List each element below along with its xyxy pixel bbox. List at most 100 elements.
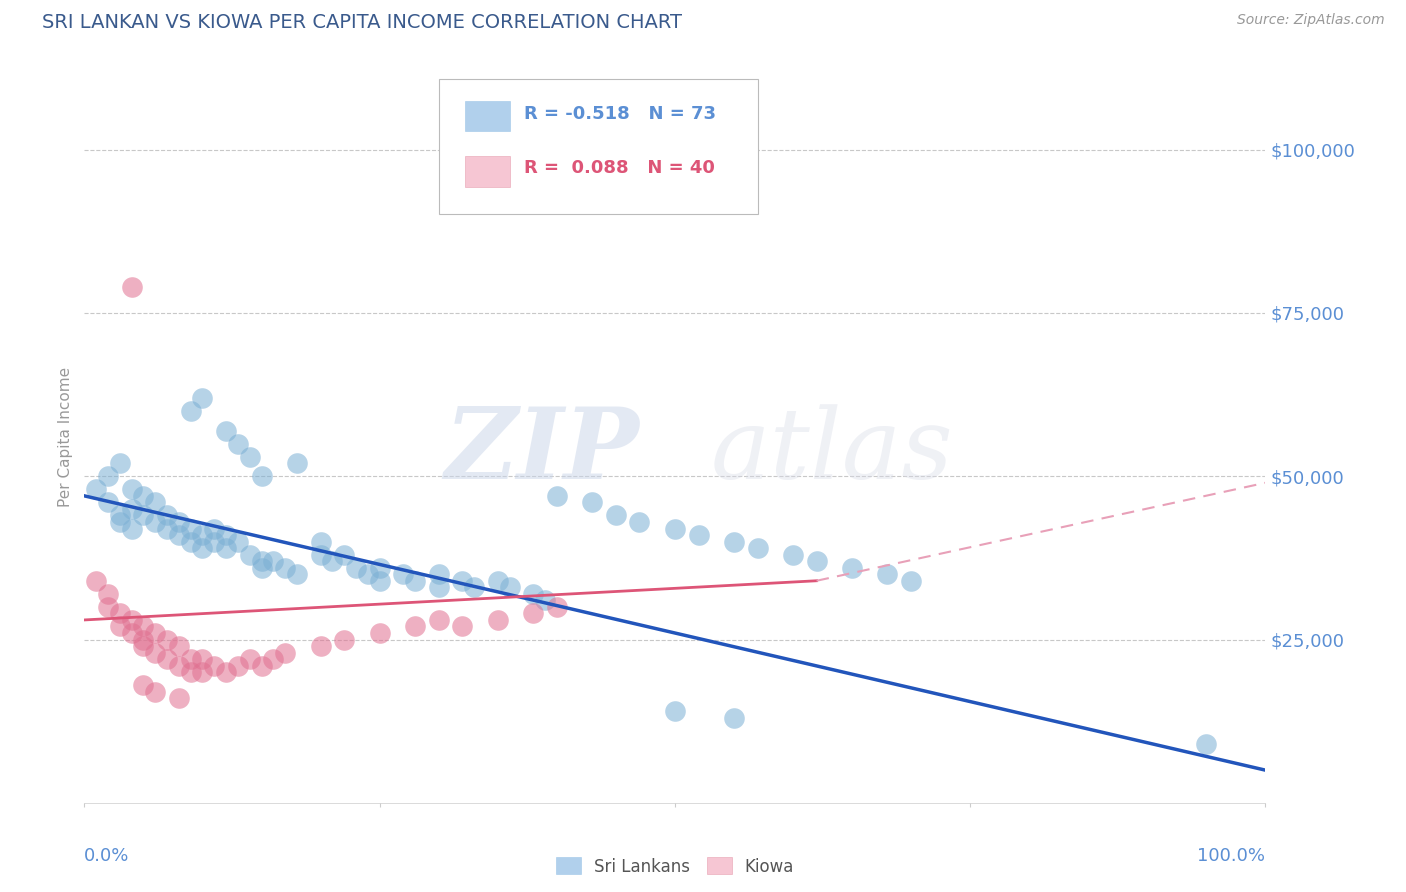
Point [143, 646, 166, 660]
Point [250, 658, 273, 673]
Point [180, 534, 202, 549]
Point [250, 560, 273, 574]
Text: 100.0%: 100.0% [1198, 847, 1265, 864]
Point [628, 515, 651, 529]
Point [108, 607, 131, 621]
Point [132, 639, 155, 653]
Point [180, 404, 202, 418]
FancyBboxPatch shape [439, 78, 758, 214]
Point [581, 495, 603, 509]
Point [546, 599, 568, 614]
Text: SRI LANKAN VS KIOWA PER CAPITA INCOME CORRELATION CHART: SRI LANKAN VS KIOWA PER CAPITA INCOME CO… [42, 13, 682, 32]
Point [262, 554, 284, 568]
Point [121, 502, 143, 516]
Point [723, 534, 745, 549]
Point [132, 632, 155, 647]
Point [498, 580, 520, 594]
Point [546, 489, 568, 503]
Point [132, 619, 155, 633]
Point [97, 587, 120, 601]
Point [226, 658, 249, 673]
Point [250, 469, 273, 483]
Point [191, 652, 214, 666]
Point [285, 456, 308, 470]
Point [121, 626, 143, 640]
Point [180, 521, 202, 535]
Point [167, 639, 190, 653]
Point [333, 548, 356, 562]
Text: R =  0.088   N = 40: R = 0.088 N = 40 [523, 159, 714, 177]
Point [427, 613, 450, 627]
Point [427, 567, 450, 582]
Point [132, 678, 155, 692]
Point [84, 483, 107, 497]
Point [156, 632, 179, 647]
Point [534, 593, 557, 607]
Point [121, 483, 143, 497]
Point [156, 521, 179, 535]
Point [368, 560, 391, 574]
Point [97, 469, 120, 483]
Point [1195, 737, 1218, 751]
Point [463, 580, 485, 594]
Point [132, 508, 155, 523]
Point [180, 652, 202, 666]
Point [239, 450, 262, 464]
Point [191, 391, 214, 405]
Point [167, 691, 190, 706]
Y-axis label: Per Capita Income: Per Capita Income [58, 367, 73, 508]
Point [404, 574, 426, 588]
Text: ZIP: ZIP [444, 403, 640, 500]
Point [108, 515, 131, 529]
Point [404, 619, 426, 633]
Point [108, 619, 131, 633]
Point [156, 508, 179, 523]
Point [688, 528, 710, 542]
Point [357, 567, 380, 582]
Point [239, 548, 262, 562]
Point [841, 560, 863, 574]
Point [333, 632, 356, 647]
Point [876, 567, 898, 582]
FancyBboxPatch shape [464, 156, 509, 187]
Point [191, 528, 214, 542]
Point [605, 508, 627, 523]
Point [121, 521, 143, 535]
Point [486, 574, 509, 588]
Point [664, 705, 686, 719]
Point [451, 619, 474, 633]
FancyBboxPatch shape [464, 101, 509, 131]
Legend: Sri Lankans, Kiowa: Sri Lankans, Kiowa [548, 851, 801, 882]
Point [215, 665, 238, 680]
Point [191, 541, 214, 555]
Point [167, 658, 190, 673]
Point [143, 626, 166, 640]
Point [723, 711, 745, 725]
Text: 0.0%: 0.0% [84, 847, 129, 864]
Point [392, 567, 415, 582]
Point [180, 665, 202, 680]
Point [132, 489, 155, 503]
Point [143, 515, 166, 529]
Point [451, 574, 474, 588]
Point [84, 574, 107, 588]
Point [309, 639, 332, 653]
Point [226, 534, 249, 549]
Point [274, 560, 297, 574]
Point [202, 534, 225, 549]
Point [344, 560, 367, 574]
Point [368, 574, 391, 588]
Point [226, 436, 249, 450]
Text: atlas: atlas [710, 404, 953, 500]
Point [215, 424, 238, 438]
Text: Source: ZipAtlas.com: Source: ZipAtlas.com [1237, 13, 1385, 28]
Point [309, 548, 332, 562]
Point [202, 521, 225, 535]
Point [427, 580, 450, 594]
Point [664, 521, 686, 535]
Point [156, 652, 179, 666]
Point [321, 554, 343, 568]
Point [167, 515, 190, 529]
Point [782, 548, 804, 562]
Point [250, 554, 273, 568]
